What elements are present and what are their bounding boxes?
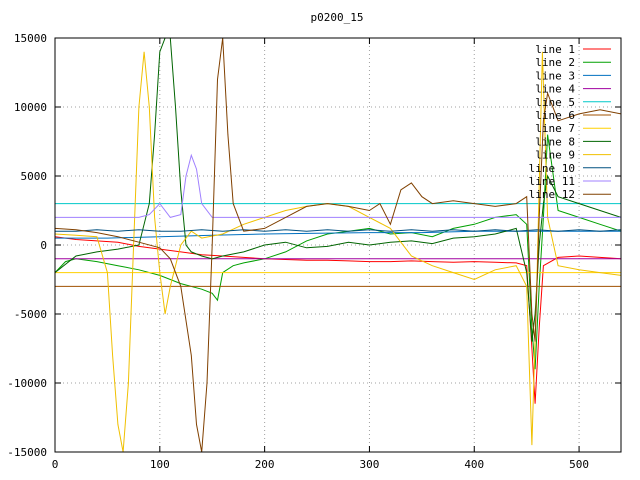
y-tick-label: -15000 bbox=[7, 446, 47, 459]
x-tick-label: 500 bbox=[569, 458, 589, 471]
chart-title: p0200_15 bbox=[311, 11, 364, 24]
axes-ticks: 0 100 200 300 400 500 -15000 -10000 -5000 0 5000 10… bbox=[7, 32, 621, 471]
x-tick-label: 0 bbox=[52, 458, 59, 471]
series-line-1 bbox=[55, 236, 621, 404]
legend-label-11: line 11 bbox=[529, 175, 575, 188]
x-tick-label: 100 bbox=[150, 458, 170, 471]
y-tick-label: 15000 bbox=[14, 32, 47, 45]
y-tick-label: -10000 bbox=[7, 377, 47, 390]
y-tick-label: 0 bbox=[40, 239, 47, 252]
legend-label-5: line 5 bbox=[535, 96, 575, 109]
legend-label-2: line 2 bbox=[535, 56, 575, 69]
legend-label-7: line 7 bbox=[535, 122, 575, 135]
plot-area bbox=[55, 38, 621, 452]
legend-label-8: line 8 bbox=[535, 135, 575, 148]
legend-label-10: line 10 bbox=[529, 162, 575, 175]
legend-label-3: line 3 bbox=[535, 69, 575, 82]
x-tick-label: 300 bbox=[360, 458, 380, 471]
series-line-3 bbox=[55, 230, 621, 239]
legend-label-1: line 1 bbox=[535, 43, 575, 56]
series-line-11 bbox=[55, 153, 621, 218]
series-line-12 bbox=[55, 38, 621, 452]
y-tick-label: -5000 bbox=[14, 308, 47, 321]
legend-label-4: line 4 bbox=[535, 83, 575, 96]
x-tick-label: 200 bbox=[255, 458, 275, 471]
x-tick-label: 400 bbox=[464, 458, 484, 471]
y-tick-label: 5000 bbox=[21, 170, 48, 183]
legend-label-12: line 12 bbox=[529, 188, 575, 201]
legend-label-9: line 9 bbox=[535, 149, 575, 162]
legend-label-6: line 6 bbox=[535, 109, 575, 122]
y-tick-label: 10000 bbox=[14, 101, 47, 114]
series-line-10 bbox=[55, 229, 621, 232]
grid bbox=[55, 38, 621, 452]
